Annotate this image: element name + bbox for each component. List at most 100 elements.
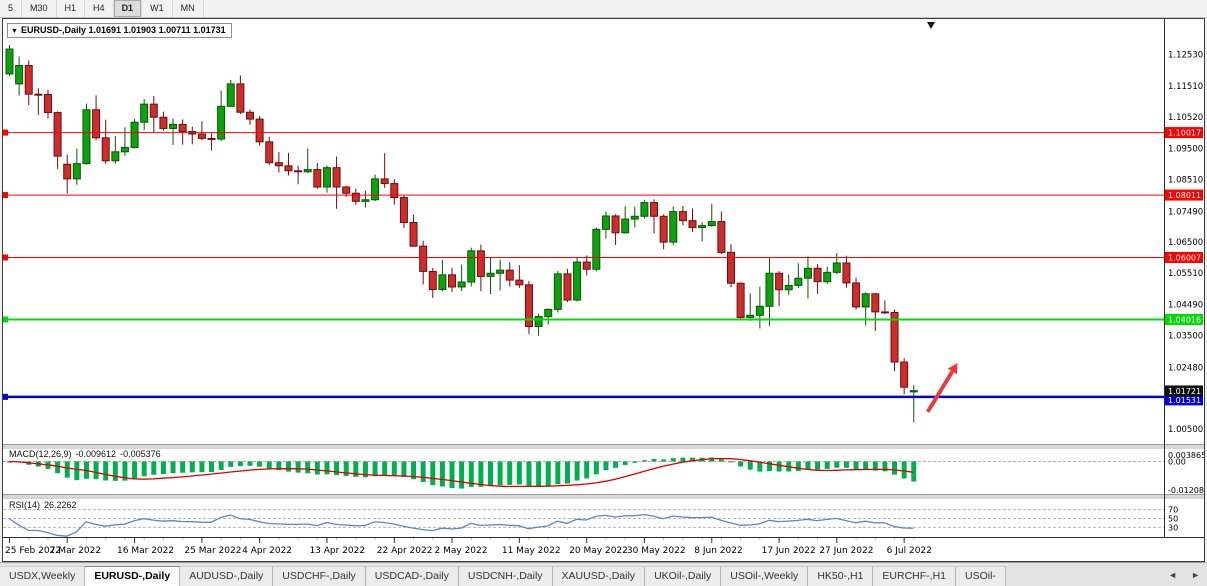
macd-histogram-bar <box>718 459 724 462</box>
line-price-badge: 1.01531 <box>1168 396 1201 405</box>
date-label: 2 May 2022 <box>435 546 488 556</box>
chart-tab[interactable]: UKOil-,Daily <box>645 566 722 586</box>
timeframe-button-5[interactable]: 5 <box>0 0 23 17</box>
macd-histogram-bar <box>314 461 320 475</box>
candle-body <box>313 169 322 188</box>
macd-histogram-bar <box>690 457 696 462</box>
rsi-level-label: 30 <box>1168 523 1178 532</box>
macd-histogram-bar <box>391 461 397 476</box>
symbol-ohlc-label[interactable]: ▼ EURUSD-,Daily 1.01691 1.01903 1.00711 1… <box>7 23 232 38</box>
candle-body <box>111 151 120 162</box>
macd-histogram-bar <box>430 461 436 486</box>
line-anchor-marker[interactable] <box>3 254 8 261</box>
timeframe-button-m30[interactable]: M30 <box>22 0 57 17</box>
chart-tab[interactable]: EURCHF-,H1 <box>873 566 957 586</box>
timeframe-button-d1[interactable]: D1 <box>113 0 143 17</box>
candle-body <box>409 222 418 247</box>
panel-splitter[interactable] <box>3 444 1204 449</box>
price-chart-canvas[interactable]: 1.12530 1.11510 1.10520 1.09500 1.08510 1.074… <box>3 19 1204 561</box>
macd-histogram-bar <box>209 461 215 473</box>
candle-body <box>611 215 620 234</box>
candle-body <box>871 293 880 313</box>
line-anchor-marker[interactable] <box>3 192 8 199</box>
trend-arrow-shaft[interactable] <box>926 370 955 413</box>
candle-body <box>149 103 158 118</box>
chart-tab[interactable]: HK50-,H1 <box>808 566 874 586</box>
chart-tab[interactable]: USDCHF-,Daily <box>273 566 366 586</box>
candle-body <box>255 118 264 143</box>
candle-body <box>524 284 533 328</box>
candle-body <box>842 262 851 284</box>
candle-body <box>698 225 707 228</box>
macd-histogram-bar <box>295 461 301 473</box>
rsi-label: RSI(14) 26.2262 <box>9 500 81 510</box>
line-anchor-marker[interactable] <box>3 393 8 400</box>
ohlc-close: 1.01731 <box>193 25 226 35</box>
candle-body <box>457 281 466 288</box>
ohlc-open: 1.01691 <box>88 25 122 35</box>
candle-body <box>486 272 495 277</box>
candle-body <box>130 121 139 148</box>
line-price-badge-bg <box>1165 189 1203 201</box>
macd-histogram-bar <box>632 461 638 463</box>
candle-body <box>43 93 52 114</box>
candle-body <box>380 178 389 185</box>
macd-histogram-bar <box>285 461 291 472</box>
macd-histogram-bar <box>478 461 484 487</box>
candle-body <box>630 215 639 220</box>
candle-body <box>717 221 726 253</box>
macd-label: MACD(12,26,9) -0.009612 -0.005376 <box>9 449 165 459</box>
candle-body <box>601 215 610 230</box>
macd-histogram-bar <box>439 461 445 487</box>
candle-body <box>813 267 822 283</box>
macd-signal-line <box>8 457 914 488</box>
macd-histogram-bar <box>738 461 744 467</box>
macd-histogram-bar <box>593 461 599 475</box>
candle-body <box>803 267 812 279</box>
date-label: 25 Feb 2022 <box>5 546 61 556</box>
tab-scroll-right-icon[interactable]: ► <box>1191 570 1200 580</box>
line-price-badge-bg <box>1165 127 1203 139</box>
timeframe-button-h1[interactable]: H1 <box>57 0 86 17</box>
timeframe-button-w1[interactable]: W1 <box>142 0 173 17</box>
macd-histogram-bar <box>180 461 186 473</box>
chart-tab[interactable]: XAUUSD-,Daily <box>552 566 646 586</box>
candle-body <box>226 83 235 107</box>
line-anchor-marker[interactable] <box>3 316 8 323</box>
macd-histogram-bar <box>545 461 551 487</box>
chart-tab[interactable]: EURUSD-,Daily <box>85 566 181 586</box>
chart-tab[interactable]: USDCAD-,Daily <box>365 566 459 586</box>
chart-tab[interactable]: USOil-,Weekly <box>721 566 809 586</box>
tab-scroll-left-icon[interactable]: ◄ <box>1168 570 1178 580</box>
chart-tab[interactable]: AUDUSD-,Daily <box>180 566 274 586</box>
chart-tab[interactable]: USDX,Weekly <box>0 566 86 586</box>
candle-body <box>650 202 659 217</box>
chart-tab[interactable]: USOil- <box>956 566 1006 586</box>
candle-body <box>823 271 832 283</box>
symbol-dropdown-icon: ▼ <box>11 28 18 35</box>
macd-histogram-bar <box>843 461 849 468</box>
macd-name: MACD(12,26,9) <box>9 449 72 459</box>
ohlc-low: 1.00711 <box>158 25 191 35</box>
candle-body <box>784 284 793 291</box>
trend-arrow-head[interactable] <box>947 362 958 375</box>
macd-histogram-bar <box>449 461 455 488</box>
price-scale-label: 1.11510 <box>1168 82 1203 92</box>
candle-body <box>120 146 129 153</box>
timeframe-button-mn[interactable]: MN <box>173 0 204 17</box>
macd-histogram-bar <box>218 461 224 470</box>
candle-body <box>322 167 331 188</box>
timeframe-button-h4[interactable]: H4 <box>85 0 114 17</box>
line-anchor-marker[interactable] <box>3 129 8 136</box>
macd-histogram-bar <box>228 461 234 467</box>
chart-tab[interactable]: USDCNH-,Daily <box>458 566 553 586</box>
candle-body <box>476 250 485 277</box>
candle-body <box>72 163 81 180</box>
macd-histogram-bar <box>237 461 243 467</box>
panel-splitter[interactable] <box>3 494 1204 499</box>
macd-histogram-bar <box>651 458 657 462</box>
macd-histogram-bar <box>882 461 888 472</box>
candle-body <box>419 245 428 272</box>
price-scale-label: 1.06500 <box>1168 238 1203 248</box>
